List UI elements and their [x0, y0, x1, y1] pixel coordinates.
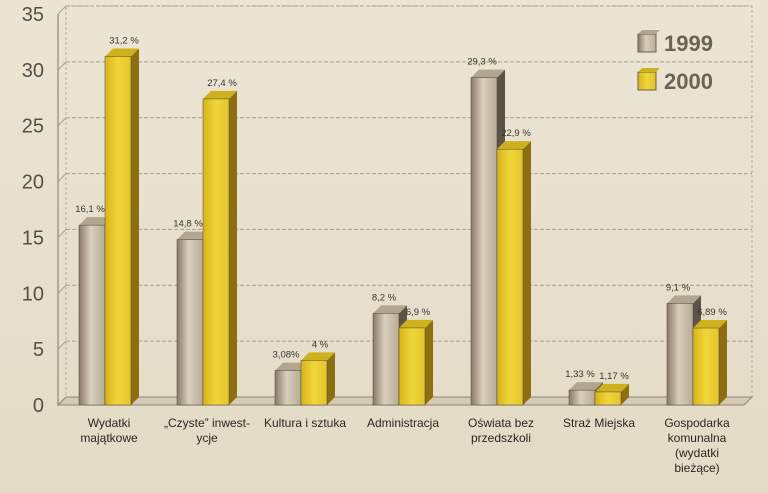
bar-1999-1: [176, 239, 204, 406]
x-tick-label: Gospodarka: [664, 416, 730, 430]
bar-1999-5: [568, 389, 596, 406]
bar-top-2000-3: [399, 319, 433, 328]
bar-1999-2: [274, 370, 302, 406]
data-label: 1,17 %: [599, 371, 629, 382]
y-tick-label: 0: [33, 395, 44, 417]
bar-side-2000-6: [719, 320, 727, 405]
data-label: 8,2 %: [372, 292, 397, 303]
x-tick-label: ycje: [196, 431, 218, 445]
legend-label-2000: 2000: [664, 69, 713, 94]
bar-side-2000-2: [327, 352, 335, 405]
bar-side-2000-1: [229, 90, 237, 405]
bar-2000-0: [104, 56, 132, 406]
bar-top-2000-2: [301, 352, 335, 361]
x-tick-label: komunalna: [668, 431, 727, 445]
bar-top-2000-4: [497, 141, 531, 150]
data-label: 14,8 %: [173, 219, 203, 230]
gridline-side: [57, 284, 67, 294]
gridline-side: [57, 229, 67, 238]
bar-top-2000-6: [693, 320, 727, 329]
bar-1999-3: [372, 313, 400, 406]
data-label: 6,89 %: [697, 307, 727, 318]
gridline-side: [57, 61, 67, 71]
x-tick-label: Wydatki: [88, 416, 131, 430]
bar-top-2000-1: [203, 90, 237, 99]
bar-1999-0: [78, 224, 106, 406]
bar-2000-5: [594, 391, 622, 406]
bar-side-2000-0: [131, 48, 139, 406]
bar-top-1999-3: [373, 305, 407, 314]
bar-top-2000-0: [105, 48, 139, 57]
y-tick-label: 15: [22, 227, 44, 249]
data-label: 22,9 %: [501, 128, 531, 139]
data-label: 4 %: [312, 339, 329, 350]
y-tick-label: 5: [33, 339, 44, 361]
bar-2000-6: [692, 327, 720, 406]
data-label: 29,3 %: [467, 57, 497, 68]
bar-top-1999-5: [569, 382, 603, 391]
legend: 1999 2000: [637, 30, 713, 94]
bar-1999-6: [666, 303, 694, 406]
data-label: 9,1 %: [666, 282, 691, 293]
gridline-side: [57, 173, 67, 182]
bar-2000-1: [202, 98, 230, 406]
bar-2000-2: [300, 360, 328, 406]
bar-1999-4: [470, 77, 498, 406]
x-tick-label: bieżące): [674, 461, 719, 475]
bar-2000-4: [496, 148, 524, 406]
bar-side-2000-5: [621, 383, 629, 405]
bar-top-2000-5: [595, 383, 629, 392]
x-tick-label: (wydatki: [675, 446, 719, 460]
x-tick-label: Administracja: [367, 416, 439, 430]
legend-swatch-top: [638, 30, 660, 34]
y-tick-label: 25: [22, 116, 44, 138]
x-tick-label: Oświata bez: [468, 416, 534, 430]
x-tick-label: przedszkoli: [471, 431, 531, 445]
legend-swatch-1999: [637, 33, 657, 53]
gridline-side: [57, 340, 67, 350]
data-label: 1,33 %: [565, 369, 595, 380]
x-tick-label: Straż Miejska: [563, 416, 635, 430]
y-tick-label: 30: [22, 60, 44, 82]
legend-swatch-top: [638, 68, 660, 72]
bars-layer: [78, 48, 727, 406]
bar-top-1999-2: [275, 362, 309, 371]
y-tick-label: 20: [22, 172, 44, 194]
data-label: 6,9 %: [406, 307, 431, 318]
data-label: 27,4 %: [207, 78, 237, 89]
legend-label-1999: 1999: [664, 31, 713, 56]
bar-top-1999-4: [471, 69, 505, 78]
bar-top-1999-1: [177, 231, 211, 240]
x-tick-label: „Czyste” inwest-: [164, 416, 250, 430]
gridline-side: [57, 117, 67, 127]
bar-2000-3: [398, 327, 426, 406]
bar-side-2000-3: [425, 319, 433, 405]
bar-side-2000-4: [523, 141, 531, 405]
bar-top-1999-6: [667, 295, 701, 304]
data-label: 16,1 %: [75, 204, 105, 215]
data-label: 3,08%: [273, 350, 300, 361]
y-tick-label: 35: [22, 4, 44, 26]
x-tick-label: Kultura i sztuka: [264, 416, 346, 430]
legend-swatch-2000: [637, 71, 657, 91]
y-tick-label: 10: [22, 283, 44, 305]
data-label: 31,2 %: [109, 35, 139, 46]
bar-top-1999-0: [79, 217, 113, 226]
x-tick-label: majątkowe: [80, 431, 138, 445]
gridline-side: [57, 5, 67, 15]
